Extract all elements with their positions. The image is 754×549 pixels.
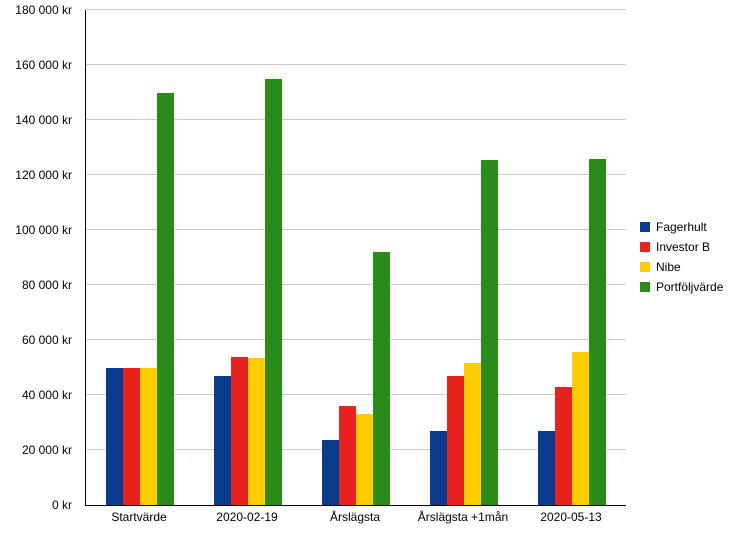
bar <box>106 368 123 506</box>
bar-groups <box>86 10 626 505</box>
bar <box>481 160 498 505</box>
bar <box>214 376 231 505</box>
y-tick-label: 100 000 kr <box>15 223 72 237</box>
bar <box>555 387 572 505</box>
y-tick-label: 120 000 kr <box>15 168 72 182</box>
bar <box>589 159 606 506</box>
y-tick-label: 80 000 kr <box>22 278 72 292</box>
legend-label: Nibe <box>656 260 681 274</box>
y-tick-label: 40 000 kr <box>22 388 72 402</box>
bar <box>265 79 282 505</box>
y-tick-label: 160 000 kr <box>15 58 72 72</box>
bar <box>464 363 481 505</box>
bar <box>373 252 390 505</box>
y-tick-label: 0 kr <box>52 498 72 512</box>
x-tick-label: Startvärde <box>85 510 193 524</box>
legend: Fagerhult Investor B Nibe Portföljvärde <box>640 220 723 300</box>
y-tick-label: 140 000 kr <box>15 113 72 127</box>
bar <box>430 431 447 505</box>
y-axis: 0 kr 20 000 kr 40 000 kr 60 000 kr 80 000 kr… <box>0 0 80 549</box>
legend-item: Fagerhult <box>640 220 723 234</box>
x-tick-label: 2020-05-13 <box>517 510 625 524</box>
bar <box>322 440 339 505</box>
legend-swatch <box>640 222 650 232</box>
bar <box>356 414 373 505</box>
legend-item: Investor B <box>640 240 723 254</box>
x-tick-label: 2020-02-19 <box>193 510 301 524</box>
y-tick-label: 180 000 kr <box>15 3 72 17</box>
legend-swatch <box>640 262 650 272</box>
bar <box>248 358 265 505</box>
bar <box>339 406 356 505</box>
legend-swatch <box>640 242 650 252</box>
bar <box>140 368 157 506</box>
bar-group <box>322 10 390 505</box>
bar-group <box>430 10 498 505</box>
bar-group <box>106 10 174 505</box>
portfolio-bar-chart: 0 kr 20 000 kr 40 000 kr 60 000 kr 80 000 kr… <box>0 0 754 549</box>
y-tick-label: 20 000 kr <box>22 443 72 457</box>
legend-item: Nibe <box>640 260 723 274</box>
bar <box>123 368 140 506</box>
legend-swatch <box>640 282 650 292</box>
bar <box>447 376 464 505</box>
x-tick-label: Årslägsta +1mån <box>409 510 517 524</box>
bar-group <box>214 10 282 505</box>
bar <box>231 357 248 506</box>
bar <box>157 93 174 506</box>
bar <box>572 352 589 505</box>
legend-label: Investor B <box>656 240 710 254</box>
x-axis: Startvärde2020-02-19ÅrslägstaÅrslägsta +… <box>85 510 625 524</box>
bar-group <box>538 10 606 505</box>
plot-area <box>85 10 626 506</box>
y-tick-label: 60 000 kr <box>22 333 72 347</box>
x-tick-label: Årslägsta <box>301 510 409 524</box>
legend-label: Portföljvärde <box>656 280 723 294</box>
legend-item: Portföljvärde <box>640 280 723 294</box>
bar <box>538 431 555 505</box>
legend-label: Fagerhult <box>656 220 707 234</box>
